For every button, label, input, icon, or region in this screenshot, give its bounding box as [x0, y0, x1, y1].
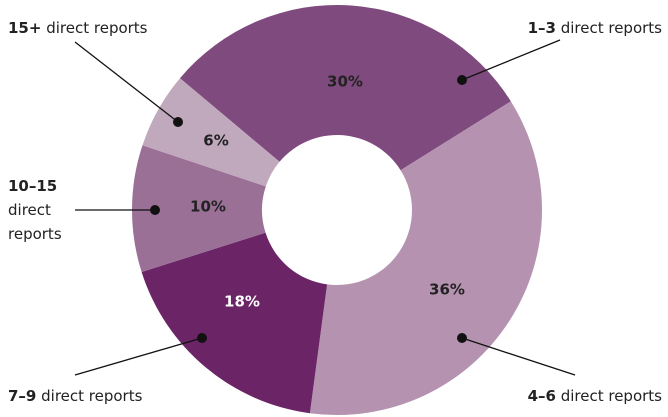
leader-dot: [457, 75, 467, 85]
donut-segment: [141, 232, 328, 414]
category-label: 1–3 direct reports: [528, 19, 663, 37]
category-label-part: direct reports: [556, 19, 662, 37]
category-label-part: direct reports: [556, 387, 662, 405]
leader-line: [461, 337, 576, 376]
donut-segment: [132, 145, 266, 272]
leader-line: [461, 39, 561, 81]
category-label-part: direct reports: [36, 387, 142, 405]
leader-dot: [150, 205, 160, 215]
donut-segment: [309, 101, 542, 416]
category-label: 10–15 direct reports: [8, 177, 62, 243]
category-label-part: 10–15: [8, 177, 57, 195]
category-label: 7–9 direct reports: [8, 387, 143, 405]
value-label: 6%: [203, 132, 228, 150]
donut-segment: [179, 4, 511, 171]
donut-segment: [142, 78, 280, 187]
leader-line: [74, 41, 179, 123]
value-label: 10%: [190, 198, 226, 216]
value-label: 30%: [327, 73, 363, 91]
leader-dot: [457, 333, 467, 343]
category-label-part: 1–3: [528, 19, 556, 37]
value-label: 36%: [429, 281, 465, 299]
category-label-part: direct: [8, 201, 51, 219]
category-label: 15+ direct reports: [8, 19, 148, 37]
category-label-part: 4–6: [528, 387, 556, 405]
leader-dot: [173, 117, 183, 127]
category-label-part: direct reports: [41, 19, 147, 37]
category-label-part: 7–9: [8, 387, 36, 405]
category-label-part: reports: [8, 225, 62, 243]
leader-line: [74, 337, 203, 376]
value-label: 18%: [224, 293, 260, 311]
category-label-part: 15+: [8, 19, 41, 37]
category-label: 4–6 direct reports: [528, 387, 663, 405]
leader-dot: [197, 333, 207, 343]
